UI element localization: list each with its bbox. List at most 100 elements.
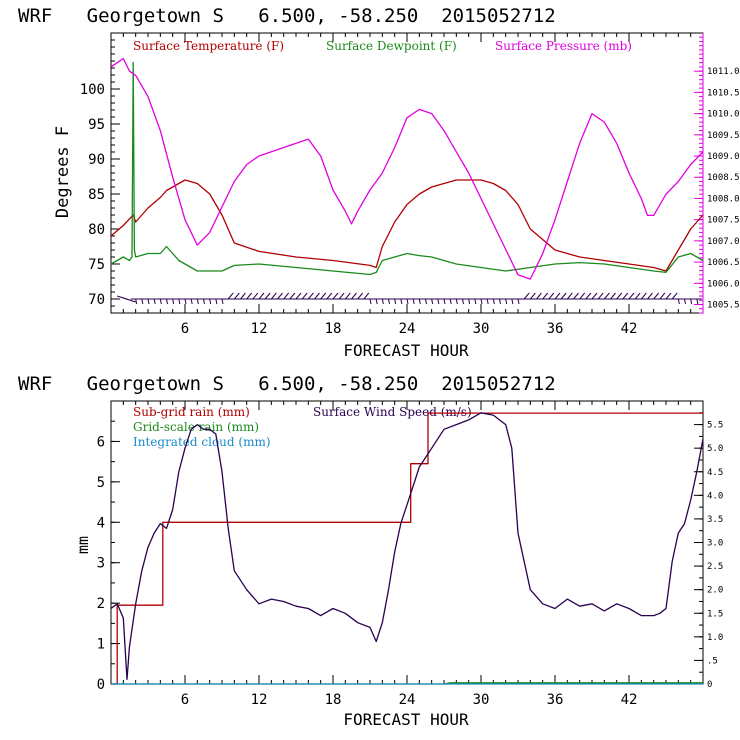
legend-surface-temperature: Surface Temperature (F) xyxy=(133,39,284,53)
bottom-axis-ticks: 6 12 18 24 30 36 4201234560.51.01.52.02.53.03.… xyxy=(97,400,723,708)
wind-barb-feather xyxy=(184,298,187,305)
wind-barb-feather xyxy=(227,292,234,300)
x-tick-label: 24 xyxy=(399,321,416,337)
x-tick-label: 12 xyxy=(251,321,268,337)
wind-barb-feather xyxy=(425,298,427,305)
wind-barb-feather xyxy=(690,298,693,305)
wind-barb-feather xyxy=(240,292,246,300)
series-line-surface-temperature-f xyxy=(110,179,704,272)
wind-barb-feather xyxy=(369,298,372,305)
wind-barb-feather xyxy=(203,298,205,305)
wind-barb-feather xyxy=(289,292,296,300)
x-tick-label: 36 xyxy=(547,321,564,337)
wind-barb-feather xyxy=(566,292,573,300)
wind-barb-feather xyxy=(307,292,314,300)
y2-tick-label: 1010.5 xyxy=(707,88,740,98)
wind-barb-feather xyxy=(640,292,647,300)
wind-barb-feather xyxy=(246,292,253,300)
wind-barb-feather xyxy=(536,292,542,300)
y2-tick-label: 1.0 xyxy=(707,633,723,643)
wind-barb-feather xyxy=(696,298,699,305)
wind-barb-feather xyxy=(412,298,415,305)
y2-tick-label: 1006.5 xyxy=(707,258,740,268)
wind-barb-feather xyxy=(301,292,308,300)
y2-tick-label: 1007.0 xyxy=(707,237,740,247)
wind-barb-feather xyxy=(400,298,403,305)
wind-barb-feather xyxy=(375,298,378,305)
wind-barb-feather xyxy=(338,292,345,300)
wind-barb-feather xyxy=(628,292,635,300)
wind-barb-feather xyxy=(474,298,477,305)
wind-barb-feather xyxy=(141,298,144,305)
wind-barb-feather xyxy=(437,298,440,305)
wind-barb-feather xyxy=(548,292,555,300)
wind-barb-feather xyxy=(190,298,193,305)
wind-barb-feather xyxy=(270,292,277,300)
wind-barb-feather xyxy=(511,298,514,305)
y2-tick-label: 1011.0 xyxy=(707,67,740,77)
top-chart-title: WRF Georgetown S 6.500, -58.250 20150527… xyxy=(18,5,556,27)
wind-barb-feather xyxy=(665,292,672,300)
precipitation-panel: WRF Georgetown S 6.500, -58.250 20150527… xyxy=(18,373,723,729)
wind-barb-feather xyxy=(252,292,259,300)
legend-subgrid-rain: Sub-grid rain (mm) xyxy=(133,405,250,419)
x-tick-label: 30 xyxy=(473,692,490,708)
wind-barb-feather xyxy=(455,298,458,305)
y2-tick-label: 3.0 xyxy=(707,539,723,549)
x-tick-label: 30 xyxy=(473,321,490,337)
wind-barb-feather xyxy=(554,292,561,300)
wind-barb-feather xyxy=(209,298,212,305)
temperature-panel: WRF Georgetown S 6.500, -58.250 20150527… xyxy=(18,5,740,360)
wind-barb-feather xyxy=(166,298,168,305)
wind-barb-feather xyxy=(406,298,409,305)
legend-gridscale-rain: Grid-scale rain (mm) xyxy=(133,420,259,434)
wind-barb-feather xyxy=(394,298,397,305)
y2-tick-label: 1005.5 xyxy=(707,301,740,311)
wind-barb-feather xyxy=(215,298,218,305)
y-tick-label: 75 xyxy=(88,257,105,273)
wind-barb-feather xyxy=(486,298,489,305)
wind-barb-feather xyxy=(295,292,302,300)
bottom-series-group xyxy=(110,412,704,685)
bottom-chart-title: WRF Georgetown S 6.500, -58.250 20150527… xyxy=(18,373,556,395)
y2-tick-label: 3.5 xyxy=(707,515,723,525)
y2-tick-label: 4.5 xyxy=(707,468,723,478)
y-tick-label: 70 xyxy=(88,292,105,308)
series-line-surface-pressure-mb xyxy=(110,57,704,280)
wind-barb-feather xyxy=(357,292,364,300)
wind-barb-feather xyxy=(529,292,536,300)
wind-barb-feather xyxy=(381,298,384,305)
wind-barb-feather xyxy=(135,298,138,305)
wind-barb-feather xyxy=(449,298,452,305)
y2-tick-label: 1008.0 xyxy=(707,194,740,204)
legend-surface-pressure: Surface Pressure (mb) xyxy=(495,39,632,53)
wind-barb-feather xyxy=(597,292,604,300)
top-series-group xyxy=(110,57,704,280)
x-tick-label: 24 xyxy=(399,692,416,708)
wind-barb-feather xyxy=(258,292,265,300)
wind-barb-feather xyxy=(523,292,530,300)
wind-barb-feather xyxy=(363,292,370,300)
wind-barb-feather xyxy=(499,298,501,305)
wind-barb-feather xyxy=(560,292,567,300)
wind-barb-feather xyxy=(573,292,579,300)
y-tick-label: 4 xyxy=(97,515,105,531)
y-tick-label: 100 xyxy=(80,82,105,98)
wind-barb-feather xyxy=(480,298,483,305)
wind-barb-feather xyxy=(320,292,327,300)
y2-tick-label: 0 xyxy=(707,680,712,690)
y2-tick-label: 5.5 xyxy=(707,421,723,431)
wind-barb-feather xyxy=(634,292,641,300)
wind-barb-staff xyxy=(116,295,136,303)
wind-barb-feather xyxy=(388,298,390,305)
series-line-surface-wind-speed-m-s xyxy=(110,412,704,680)
y-tick-label: 0 xyxy=(97,677,105,693)
y2-tick-label: 4.0 xyxy=(707,491,723,501)
wind-barb-feather xyxy=(332,292,339,300)
wind-barb-feather xyxy=(579,292,586,300)
top-axis-ticks: 6 12 18 24 30 36 42 70 75 80 85 90 95 100 1005.5 1006.0… xyxy=(80,32,740,337)
y-tick-label: 2 xyxy=(97,596,105,612)
wind-barb-feather xyxy=(659,292,666,300)
wind-barb-feather xyxy=(622,292,629,300)
